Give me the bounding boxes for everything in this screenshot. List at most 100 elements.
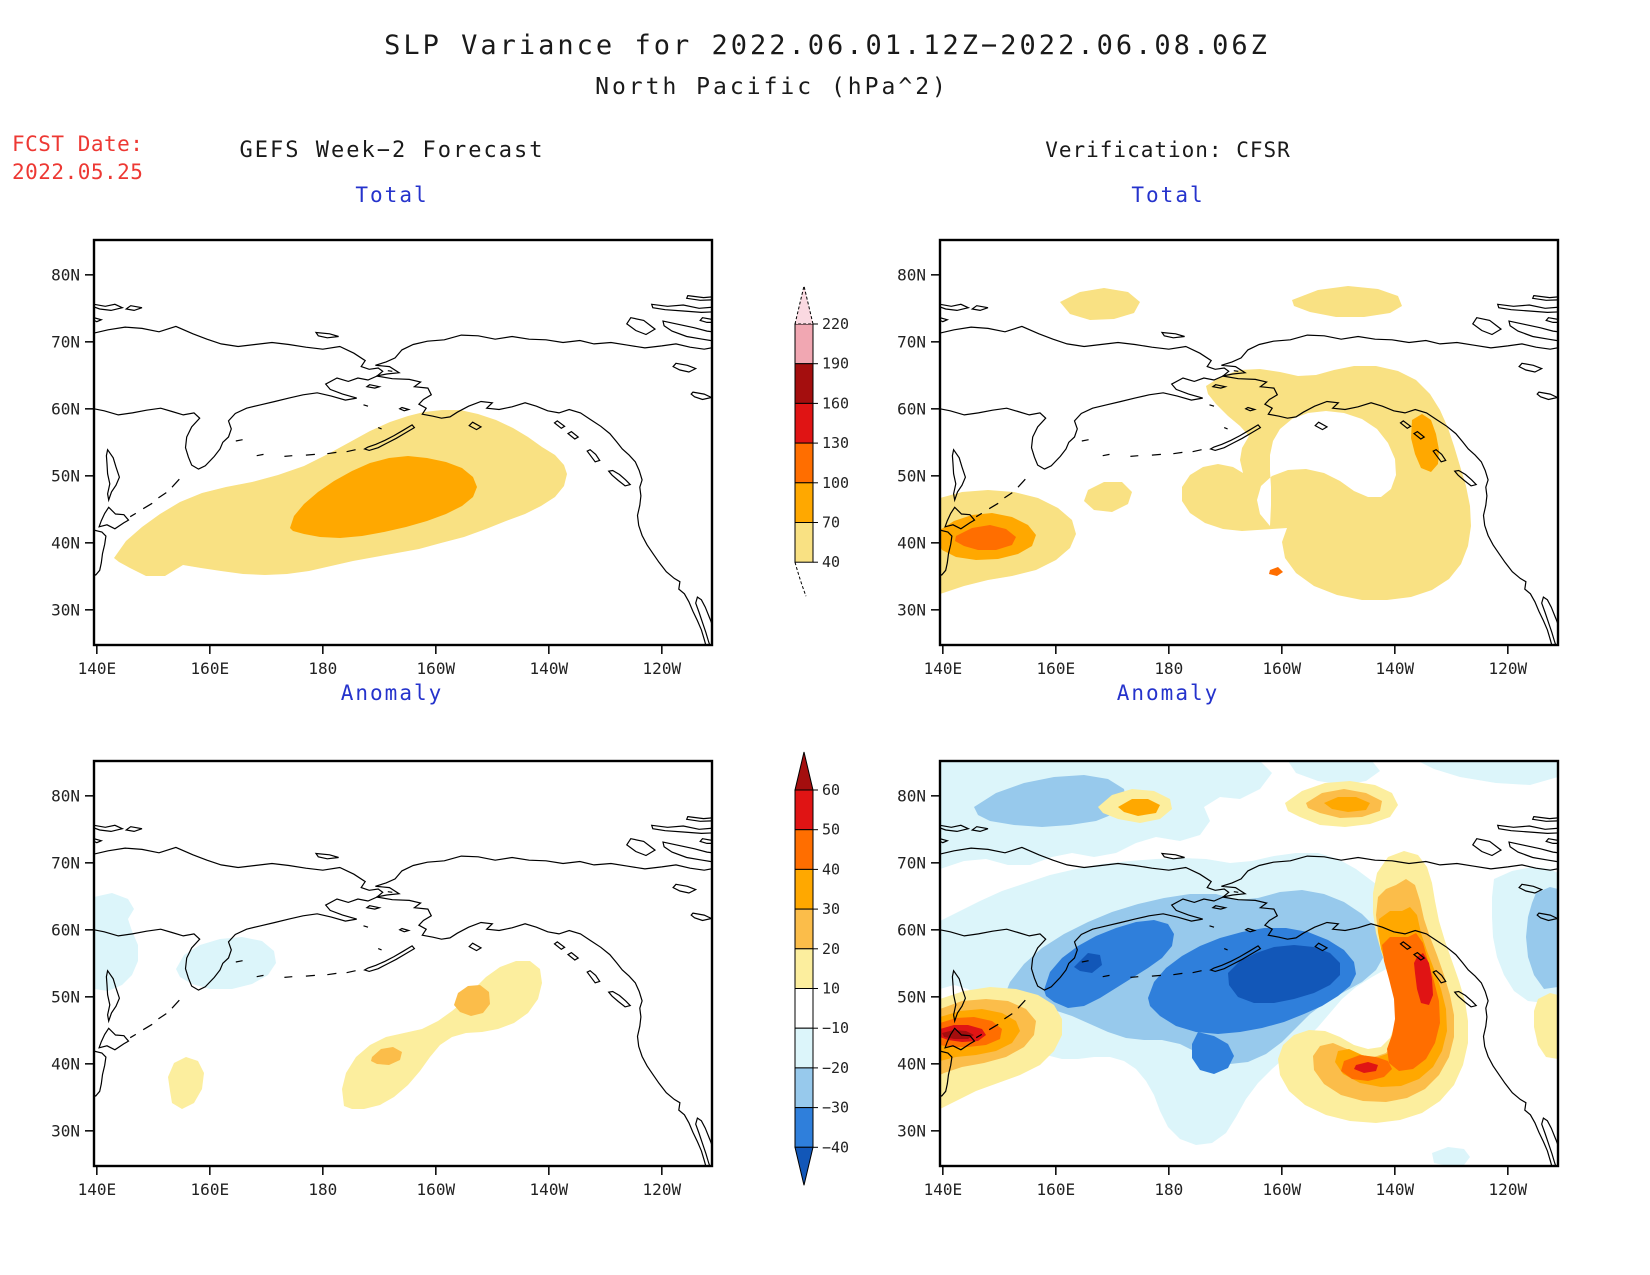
lon-tick-label: 160W [1263, 659, 1302, 678]
lon-tick-label: 120W [643, 659, 682, 678]
lon-tick-label: 140E [924, 1180, 963, 1199]
forecast-date-block: FCST Date: 2022.05.25 [12, 130, 143, 186]
lon-tick-label: 160E [191, 659, 230, 678]
colorbar-tick-label: 100 [822, 474, 849, 492]
lat-tick-label: 30N [897, 1121, 926, 1140]
colorbar-tick-label: 20 [822, 940, 840, 958]
lat-tick-label: 80N [51, 265, 80, 284]
lat-tick-label: 80N [897, 786, 926, 805]
lon-tick-label: 140E [78, 659, 117, 678]
contour-region [1044, 920, 1174, 1008]
contour-region [290, 456, 477, 538]
colorbar-tick-label: 190 [822, 355, 849, 373]
colorbar-arrow-top [794, 285, 814, 325]
contour-region [176, 937, 276, 989]
contour-region [1414, 953, 1433, 1005]
colorbar-segment [794, 829, 814, 870]
colorbar-segment [794, 1027, 814, 1069]
contour-region [1411, 414, 1439, 472]
lon-tick-label: 180 [1154, 659, 1183, 678]
colorbar-tick-label: 40 [822, 553, 840, 571]
lat-tick-label: 50N [51, 466, 80, 485]
lat-tick-label: 40N [897, 1054, 926, 1073]
colorbar-tick-label: −20 [822, 1059, 849, 1077]
coastlines [940, 815, 1558, 1166]
contour-region [168, 1057, 204, 1109]
map-content [94, 294, 712, 645]
main-title: SLP Variance for 2022.06.01.12Z−2022.06.… [384, 30, 1270, 61]
colorbar-tick-label: 160 [822, 394, 849, 412]
lat-tick-label: 50N [51, 987, 80, 1006]
colorbar-segment [794, 988, 814, 1029]
lon-tick-label: 140W [530, 1180, 569, 1199]
lat-tick-label: 60N [51, 920, 80, 939]
colorbar-tick-label: −30 [822, 1099, 849, 1117]
colorbar-segment [794, 1067, 814, 1109]
contour-region [342, 961, 542, 1109]
lat-tick-label: 80N [51, 786, 80, 805]
lat-tick-label: 40N [51, 1054, 80, 1073]
lat-tick-label: 70N [897, 853, 926, 872]
contour-region [94, 893, 138, 991]
lat-tick-label: 70N [51, 853, 80, 872]
lon-tick-label: 160W [1263, 1180, 1302, 1199]
contour-region [1354, 1062, 1378, 1073]
colorbar-segment [794, 1107, 814, 1148]
contour-region [955, 525, 1016, 550]
contour-region [454, 985, 490, 1016]
contour-region [1269, 567, 1283, 576]
map-panel-br: 30N 40N 50N 60N 70N 80N 140E 160E 180 160W 140W 120… [897, 759, 1560, 1199]
coastlines [94, 294, 712, 645]
colorbar-tick-label: 220 [822, 315, 849, 333]
colorbar-segment [794, 323, 814, 365]
contour-region [1182, 366, 1471, 600]
colorbar-segment [794, 868, 814, 910]
contour-region [1292, 286, 1402, 317]
lon-tick-label: 120W [1489, 659, 1528, 678]
map-content [94, 815, 712, 1166]
lon-tick-label: 120W [643, 1180, 682, 1199]
colorbar-segment [794, 948, 814, 990]
contour-region [1526, 887, 1558, 989]
map-frame [92, 759, 714, 1168]
lon-tick-label: 140W [1376, 1180, 1415, 1199]
lat-tick-label: 50N [897, 987, 926, 1006]
colorbar-segment [794, 908, 814, 950]
contour-region [1324, 797, 1370, 812]
lon-tick-label: 160W [417, 1180, 456, 1199]
colorbar-segment [794, 522, 814, 563]
lat-tick-label: 70N [51, 332, 80, 351]
colorbar-tick-label: 60 [822, 781, 840, 799]
contour-region [1432, 1147, 1470, 1166]
colorbar-segment [794, 363, 814, 404]
map-frame [938, 238, 1560, 647]
lon-tick-label: 180 [308, 1180, 337, 1199]
colorbar-anomaly: 60 50 40 30 20 10 −10 −20 −30 −40 [794, 751, 849, 1186]
coastlines [940, 294, 1558, 645]
column-header-verification: Verification: CFSR [1045, 138, 1291, 162]
colorbar-tick-label: −40 [822, 1138, 849, 1156]
lat-tick-label: 30N [897, 600, 926, 619]
lat-tick-label: 60N [51, 399, 80, 418]
lon-tick-label: 120W [1489, 1180, 1528, 1199]
coastlines [94, 815, 712, 1166]
contour-region [1418, 761, 1558, 785]
lat-tick-label: 60N [897, 920, 926, 939]
lat-tick-label: 80N [897, 265, 926, 284]
lat-tick-label: 70N [897, 332, 926, 351]
colorbar-segment [794, 482, 814, 524]
lon-tick-label: 140W [1376, 659, 1415, 678]
colorbar-segment [794, 789, 814, 831]
lat-tick-label: 40N [897, 533, 926, 552]
map-panel-bl: 30N 40N 50N 60N 70N 80N 140E 160E 180 160W 140W 120… [51, 759, 714, 1199]
colorbar-tick-label: 30 [822, 900, 840, 918]
contour-region [1074, 953, 1102, 973]
colorbar-arrow-bottom [794, 1146, 814, 1186]
panel-title-tr: Total [1131, 183, 1205, 207]
colorbar-tick-label: −10 [822, 1019, 849, 1037]
colorbar-tail [794, 562, 807, 597]
contour-region [1192, 1032, 1234, 1074]
contour-region [1228, 945, 1340, 1003]
lat-tick-label: 30N [51, 600, 80, 619]
